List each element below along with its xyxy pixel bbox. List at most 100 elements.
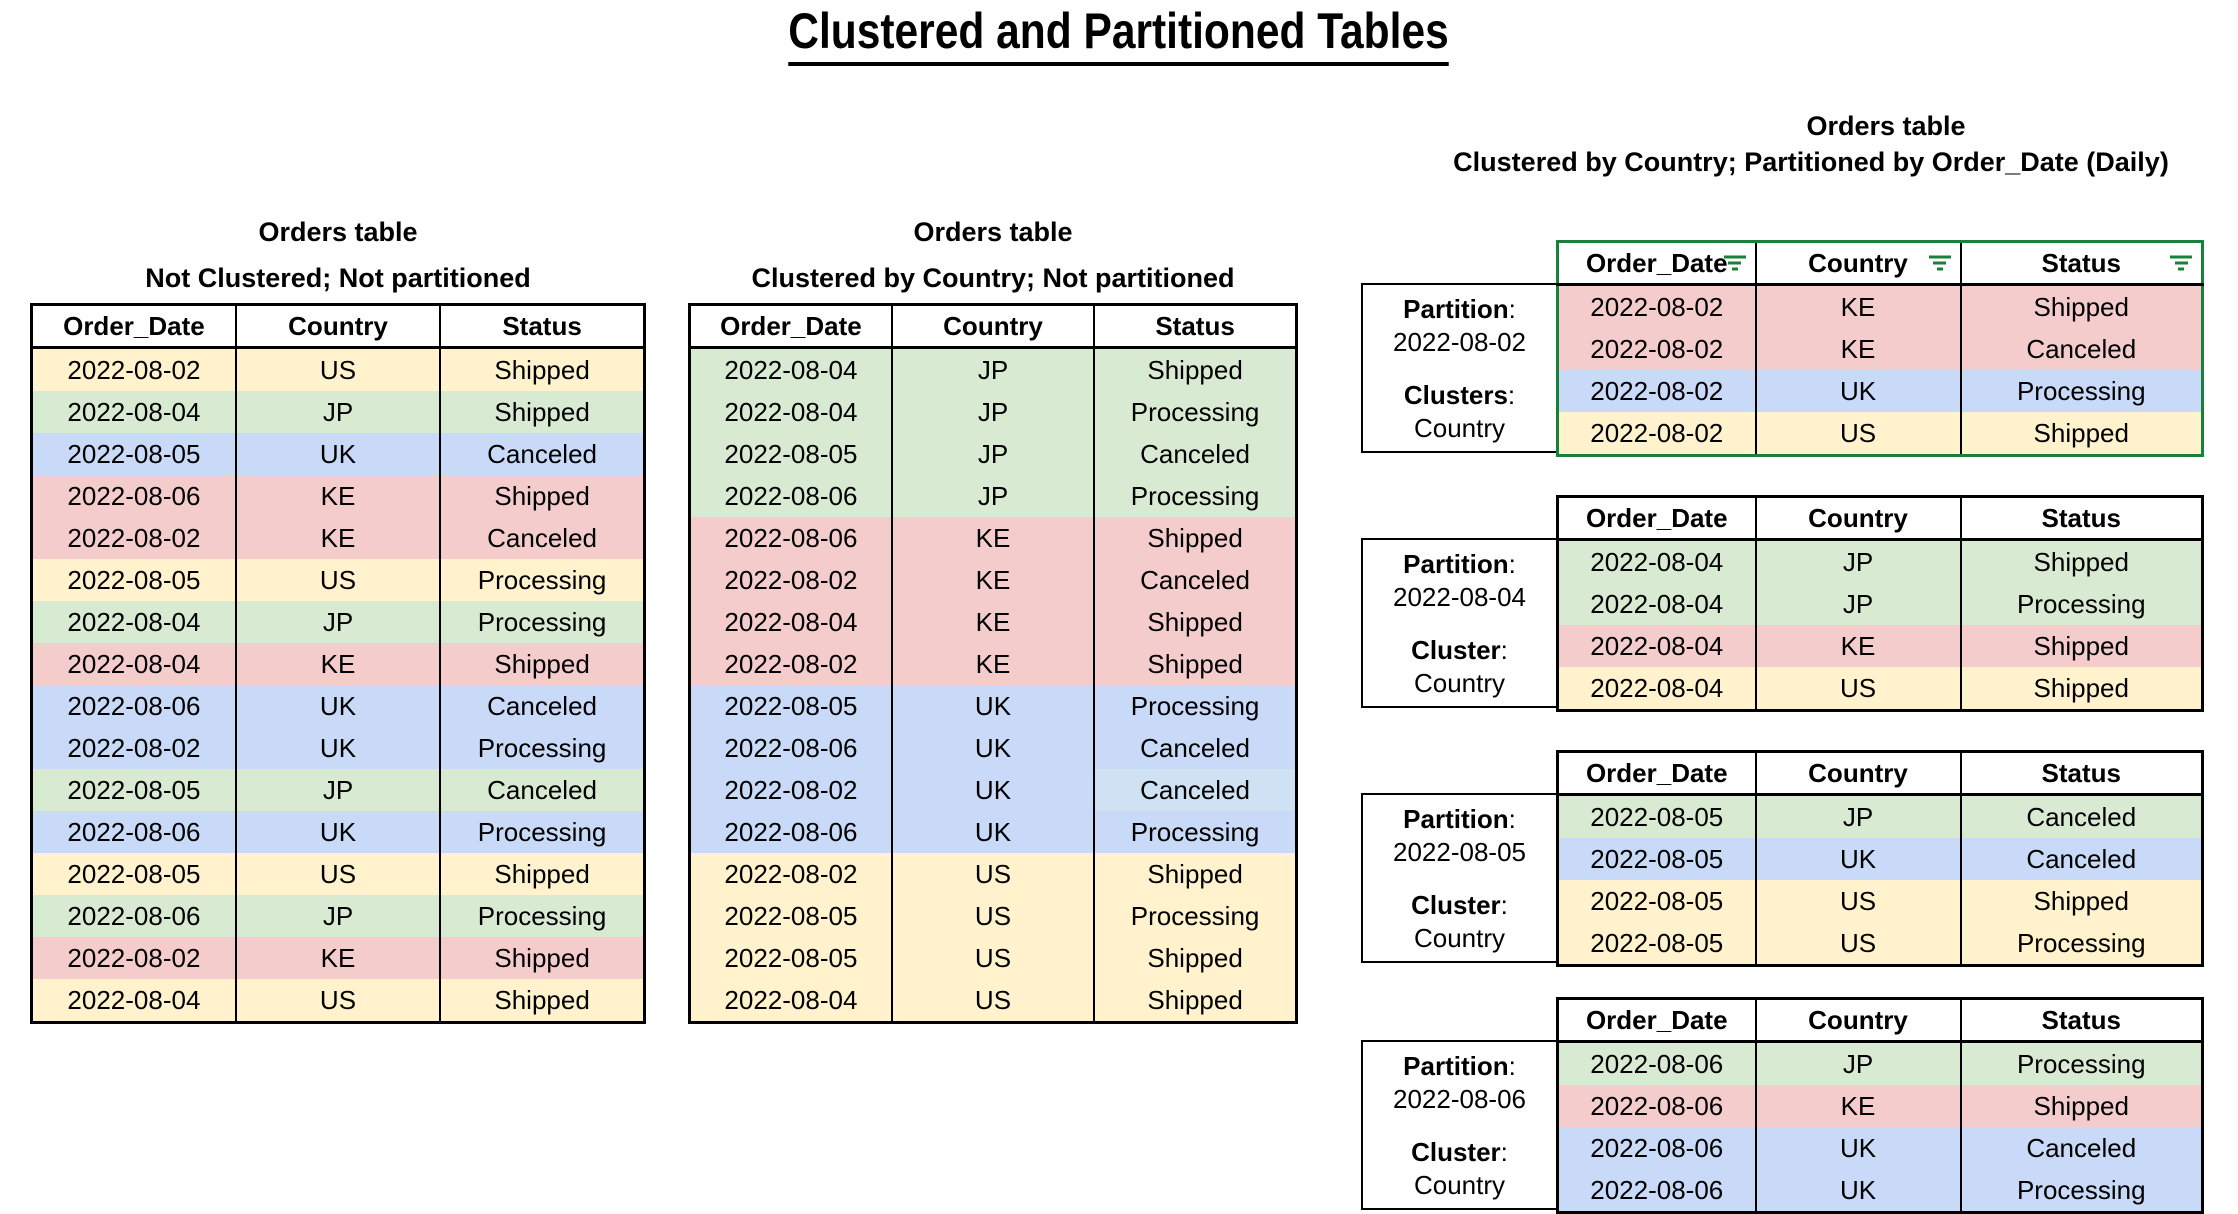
cell-country: KE (890, 559, 1096, 601)
cell-status: Canceled (1959, 794, 2204, 838)
cell-country: KE (234, 517, 442, 559)
cell-country: US (1754, 412, 1962, 456)
section-clustered: Orders table Clustered by Country; Not p… (688, 215, 1298, 1024)
table-body: 2022-08-02 KE Shipped 2022-08-02 KE Canceled 2… (1556, 284, 2204, 456)
cell-country: KE (1754, 284, 1962, 328)
cell-status: Processing (1959, 370, 2204, 412)
table-row: 2022-08-04 JP Shipped (30, 391, 646, 433)
cell-status: Processing (1093, 811, 1298, 853)
table-row: 2022-08-02 KE Canceled (688, 559, 1298, 601)
cell-order-date: 2022-08-04 (30, 391, 237, 433)
cell-country: JP (234, 895, 442, 937)
column-header-country: Country (890, 304, 1096, 349)
cell-order-date: 2022-08-05 (1556, 880, 1757, 922)
column-header-label: Country (1808, 757, 1908, 788)
table-row: 2022-08-04 KE Shipped (688, 601, 1298, 643)
table-row: 2022-08-05 US Shipped (1556, 880, 2204, 922)
cell-status: Shipped (1093, 517, 1298, 559)
cluster-value: Country (1413, 1170, 1506, 1200)
column-header-label: Order_Date (1585, 247, 1728, 278)
partition-group-2022-08-04: Partition: 2022-08-04 Cluster: Country Order… (1361, 495, 2204, 712)
cell-country: US (234, 979, 442, 1023)
table-row: 2022-08-06 JP Processing (688, 475, 1298, 517)
cell-country: UK (890, 685, 1096, 727)
orders-table-partition-2022-08-06: Order_Date Country Status 2022-08-06 JP Proce… (1556, 997, 2204, 1214)
column-header-label: Status (2041, 247, 2121, 278)
cluster-value: Country (1413, 923, 1506, 953)
table-row: 2022-08-06 UK Canceled (30, 685, 646, 727)
table-row: 2022-08-05 US Processing (30, 559, 646, 601)
cell-status: Shipped (1093, 601, 1298, 643)
partition-label-section: Partition: 2022-08-06 (1363, 1050, 1556, 1116)
table-row: 2022-08-05 US Processing (1556, 922, 2204, 966)
partition-value: 2022-08-04 (1393, 582, 1526, 612)
cell-status: Processing (439, 559, 646, 601)
cell-status: Shipped (439, 391, 646, 433)
cell-status: Canceled (1093, 727, 1298, 769)
cell-country: UK (1754, 838, 1962, 880)
cluster-label-word: Cluster (1411, 890, 1501, 920)
table-row: 2022-08-02 KE Canceled (1556, 328, 2204, 370)
cell-order-date: 2022-08-02 (30, 937, 237, 979)
cell-order-date: 2022-08-06 (1556, 1041, 1757, 1085)
cell-status: Shipped (1093, 979, 1298, 1023)
table-body: 2022-08-04 JP Shipped 2022-08-04 JP Processin… (1556, 539, 2204, 711)
cell-status: Processing (1959, 1041, 2204, 1085)
cell-order-date: 2022-08-04 (30, 979, 237, 1023)
table-row: 2022-08-06 UK Processing (688, 811, 1298, 853)
partition-label-section: Partition: 2022-08-02 (1363, 293, 1556, 359)
left-table-subtitle: Not Clustered; Not partitioned (145, 263, 531, 293)
column-header-order-date: Order_Date (1556, 496, 1757, 541)
cell-order-date: 2022-08-02 (688, 853, 893, 895)
cell-order-date: 2022-08-06 (30, 685, 237, 727)
column-header-order-date: Order_Date (688, 304, 893, 349)
partition-value: 2022-08-02 (1393, 327, 1526, 357)
cell-country: KE (234, 643, 442, 685)
filter-icon-bar (1936, 267, 1943, 271)
cell-order-date: 2022-08-02 (688, 643, 893, 685)
table-row: 2022-08-05 JP Canceled (1556, 794, 2204, 838)
cell-country: JP (1754, 539, 1962, 583)
cell-order-date: 2022-08-02 (1556, 412, 1757, 456)
page-title: Clustered and Partitioned Tables (0, 2, 2238, 66)
cell-order-date: 2022-08-04 (1556, 583, 1757, 625)
cell-country: KE (890, 517, 1096, 559)
cell-status: Canceled (439, 433, 646, 475)
table-body: 2022-08-02 US Shipped 2022-08-04 JP Shipped 20… (30, 347, 646, 1023)
cell-status: Shipped (439, 475, 646, 517)
cell-country: UK (890, 727, 1096, 769)
cell-order-date: 2022-08-04 (30, 601, 237, 643)
table-row: 2022-08-04 US Shipped (688, 979, 1298, 1023)
cell-status: Canceled (1093, 769, 1298, 811)
cell-country: UK (1754, 1127, 1962, 1169)
column-header-status: Status (439, 304, 646, 349)
cell-country: KE (1754, 1085, 1962, 1127)
cell-country: US (890, 853, 1096, 895)
table-row: 2022-08-04 JP Processing (1556, 583, 2204, 625)
partition-label: Partition: (1403, 549, 1516, 579)
column-header-country: Country (1754, 496, 1962, 541)
table-header: Order_Date Country Status (1556, 998, 2204, 1043)
cell-status: Shipped (1959, 539, 2204, 583)
cluster-label: Cluster: (1411, 890, 1508, 920)
table-row: 2022-08-05 UK Canceled (1556, 838, 2204, 880)
cell-status: Shipped (1093, 643, 1298, 685)
table-row: 2022-08-02 US Shipped (1556, 412, 2204, 456)
table-row: 2022-08-02 UK Processing (1556, 370, 2204, 412)
column-header-label: Country (1808, 502, 1908, 533)
table-row: 2022-08-05 UK Canceled (30, 433, 646, 475)
cluster-label-section: Clusters: Country (1363, 379, 1556, 445)
cell-order-date: 2022-08-06 (30, 811, 237, 853)
cell-status: Processing (439, 727, 646, 769)
cell-order-date: 2022-08-05 (688, 433, 893, 475)
cell-country: JP (234, 601, 442, 643)
cell-country: KE (890, 601, 1096, 643)
column-header-status: Status (1093, 304, 1298, 349)
cell-status: Shipped (1959, 284, 2204, 328)
cluster-label-word: Cluster (1411, 1137, 1501, 1167)
cluster-label-word: Clusters (1403, 380, 1508, 410)
partition-label-word: Partition (1403, 1051, 1509, 1081)
table-body: 2022-08-06 JP Processing 2022-08-06 KE Shippe… (1556, 1041, 2204, 1213)
cell-status: Shipped (1959, 880, 2204, 922)
cell-status: Shipped (439, 979, 646, 1023)
